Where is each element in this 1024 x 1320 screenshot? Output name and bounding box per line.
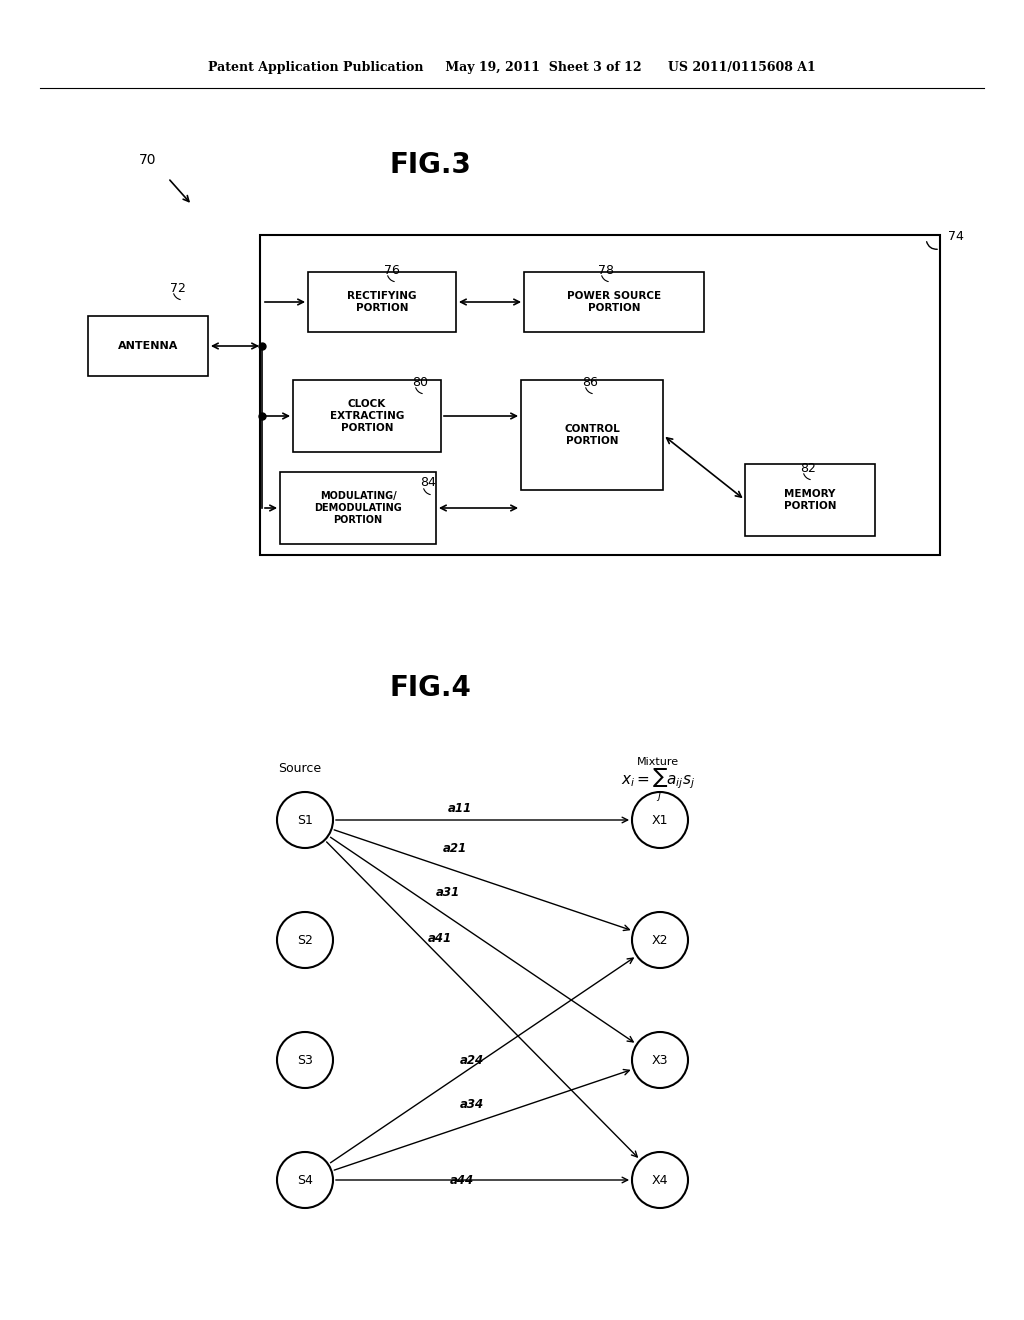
Text: RECTIFYING
PORTION: RECTIFYING PORTION	[347, 292, 417, 313]
Text: FIG.3: FIG.3	[389, 150, 471, 180]
Text: S4: S4	[297, 1173, 313, 1187]
Text: 86: 86	[582, 375, 598, 388]
Text: 82: 82	[800, 462, 816, 474]
Text: 80: 80	[412, 375, 428, 388]
Text: X3: X3	[651, 1053, 669, 1067]
Text: Mixture: Mixture	[637, 756, 679, 767]
Text: a24: a24	[460, 1053, 484, 1067]
Bar	[521, 380, 663, 490]
Text: a41: a41	[428, 932, 452, 945]
Bar	[308, 272, 456, 333]
Text: FIG.4: FIG.4	[389, 675, 471, 702]
Text: X4: X4	[651, 1173, 669, 1187]
Text: S2: S2	[297, 933, 313, 946]
Text: MODULATING/
DEMODULATING
PORTION: MODULATING/ DEMODULATING PORTION	[314, 491, 401, 524]
Text: 74: 74	[948, 231, 964, 243]
Text: 72: 72	[170, 281, 186, 294]
Text: a44: a44	[450, 1173, 474, 1187]
Bar	[88, 315, 208, 376]
Text: Source: Source	[279, 762, 322, 775]
Text: 76: 76	[384, 264, 400, 276]
Text: X2: X2	[651, 933, 669, 946]
Text: MEMORY
PORTION: MEMORY PORTION	[783, 490, 837, 511]
Bar	[745, 465, 874, 536]
Bar	[293, 380, 441, 451]
Text: a11: a11	[447, 801, 472, 814]
Bar	[524, 272, 705, 333]
Text: a31: a31	[436, 886, 460, 899]
Text: $x_i = \sum_j a_{ij} s_j$: $x_i = \sum_j a_{ij} s_j$	[621, 768, 695, 804]
Text: CONTROL
PORTION: CONTROL PORTION	[564, 424, 620, 446]
Text: CLOCK
EXTRACTING
PORTION: CLOCK EXTRACTING PORTION	[330, 400, 404, 433]
Text: S3: S3	[297, 1053, 313, 1067]
Text: POWER SOURCE
PORTION: POWER SOURCE PORTION	[567, 292, 662, 313]
Text: 84: 84	[420, 477, 436, 490]
Text: ANTENNA: ANTENNA	[118, 341, 178, 351]
Text: 78: 78	[598, 264, 614, 276]
Text: X1: X1	[651, 813, 669, 826]
Text: Patent Application Publication     May 19, 2011  Sheet 3 of 12      US 2011/0115: Patent Application Publication May 19, 2…	[208, 62, 816, 74]
Text: a21: a21	[443, 842, 467, 854]
Bar	[280, 473, 436, 544]
Text: S1: S1	[297, 813, 313, 826]
Bar	[260, 235, 940, 554]
Text: 70: 70	[139, 153, 157, 168]
Text: a34: a34	[460, 1098, 484, 1111]
